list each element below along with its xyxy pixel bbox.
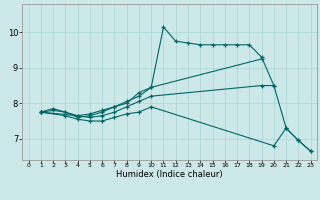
X-axis label: Humidex (Indice chaleur): Humidex (Indice chaleur) (116, 170, 223, 179)
